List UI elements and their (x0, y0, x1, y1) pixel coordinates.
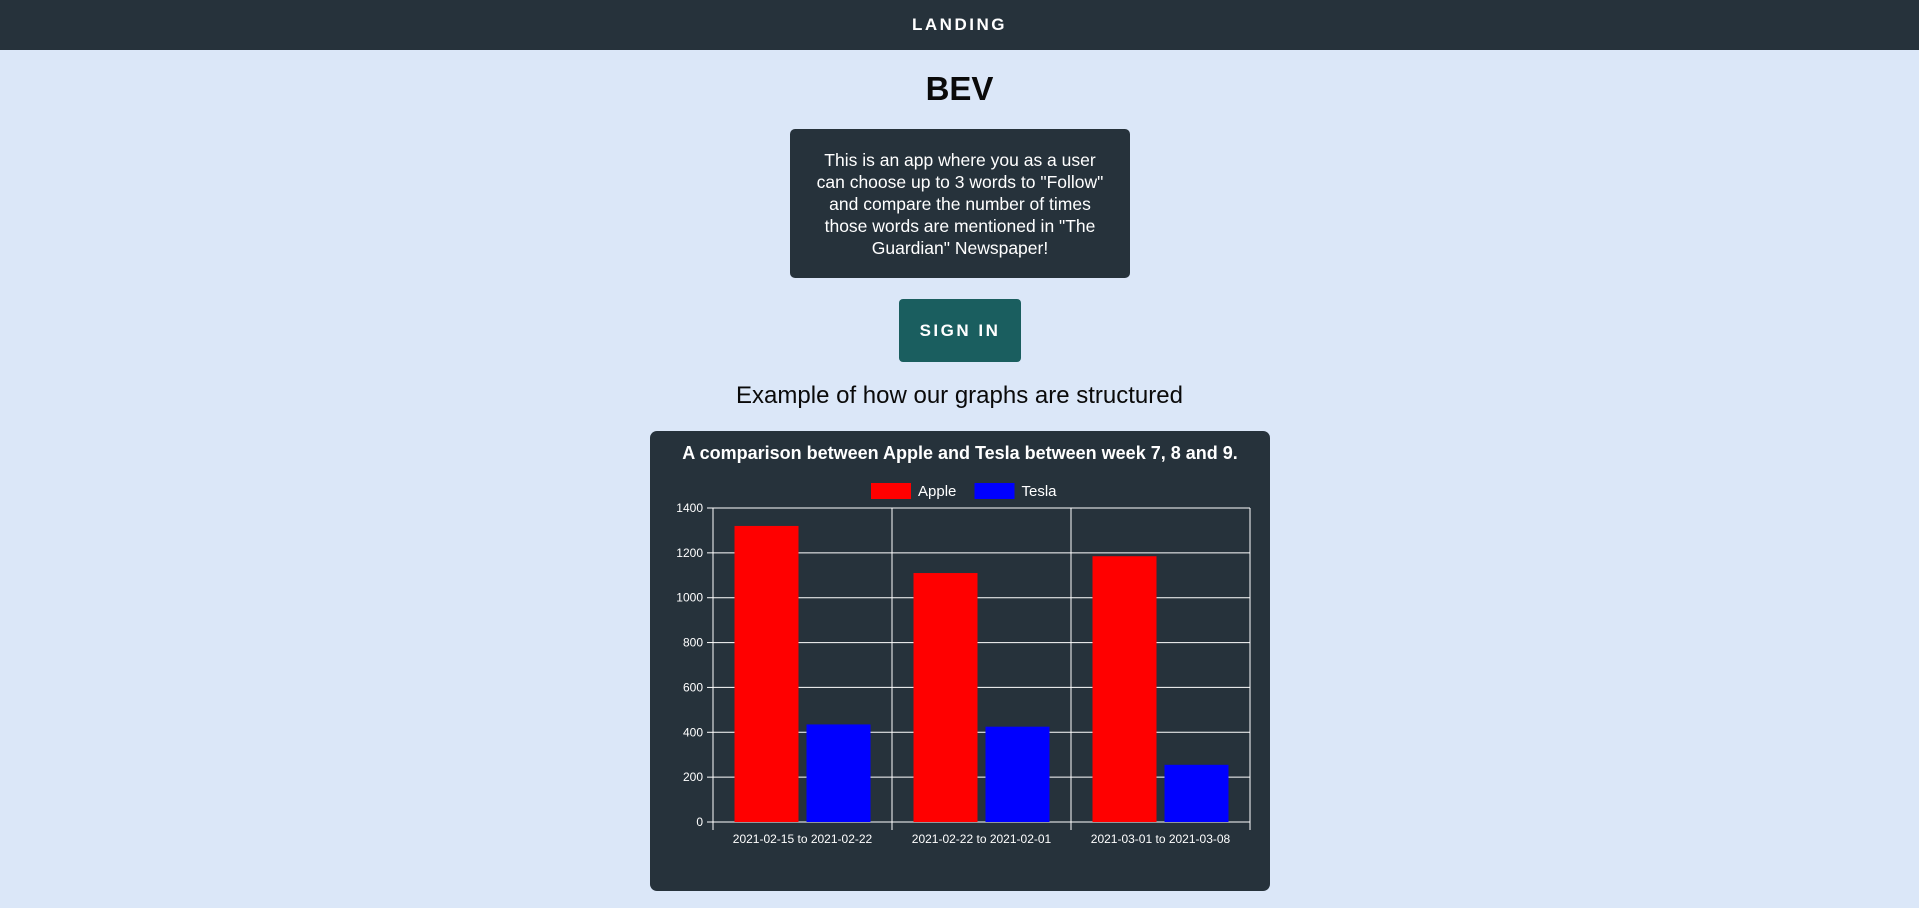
sign-in-button[interactable]: SIGN IN (899, 299, 1021, 362)
bar-chart: A comparison between Apple and Tesla bet… (676, 443, 1251, 846)
top-navbar: LANDING (0, 0, 1919, 50)
intro-description-card: This is an app where you as a user can c… (790, 129, 1130, 278)
bar-apple-3 (1092, 556, 1157, 822)
graphs-heading: Example of how our graphs are structured (736, 382, 1183, 409)
bar-tesla-2 (985, 726, 1050, 822)
navbar-title: LANDING (912, 15, 1007, 34)
app-title: BEV (925, 70, 994, 107)
legend-swatch-apple (871, 483, 911, 499)
legend-label-apple: Apple (918, 483, 956, 500)
y-tick-label: 400 (683, 725, 703, 739)
y-tick-label: 1200 (676, 546, 703, 560)
example-chart-card: A comparison between Apple and Tesla bet… (650, 431, 1270, 891)
y-tick-label: 0 (696, 815, 703, 829)
bar-tesla-1 (806, 724, 871, 822)
y-tick-label: 800 (683, 636, 703, 650)
intro-description-text: This is an app where you as a user can c… (816, 150, 1104, 258)
legend-label-tesla: Tesla (1022, 483, 1058, 500)
y-tick-label: 600 (683, 680, 703, 694)
legend-swatch-tesla (974, 483, 1015, 499)
x-tick-label: 2021-03-01 to 2021-03-08 (1091, 832, 1231, 846)
x-tick-label: 2021-02-15 to 2021-02-22 (733, 832, 873, 846)
y-tick-label: 1400 (676, 501, 703, 515)
y-tick-label: 1000 (676, 591, 703, 605)
x-tick-label: 2021-02-22 to 2021-02-01 (912, 832, 1052, 846)
y-tick-label: 200 (683, 770, 703, 784)
bar-apple-1 (734, 525, 799, 822)
bar-tesla-3 (1164, 764, 1229, 822)
bar-apple-2 (913, 573, 978, 822)
chart-title: A comparison between Apple and Tesla bet… (682, 443, 1238, 463)
